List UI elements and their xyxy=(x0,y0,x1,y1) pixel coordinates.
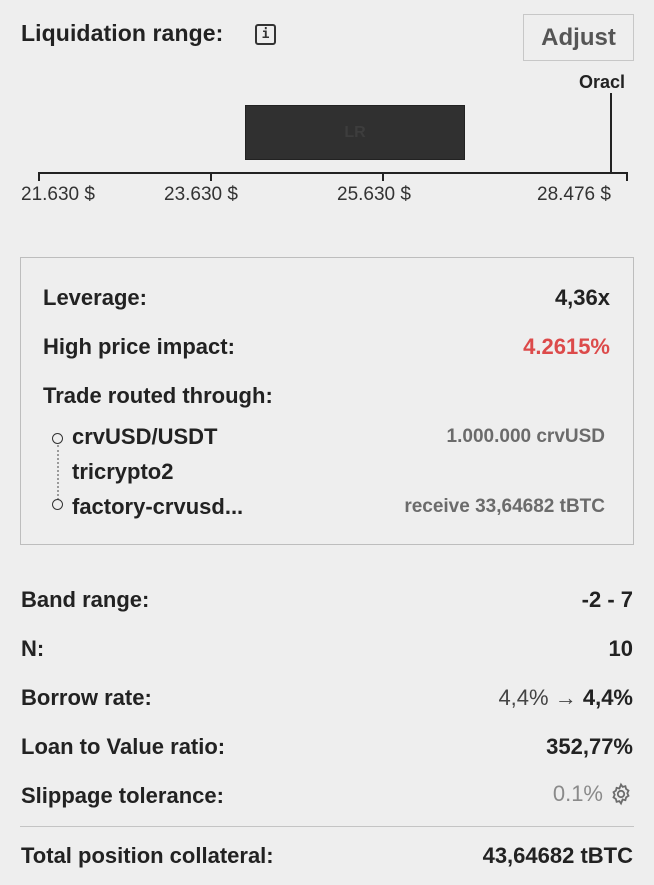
info-icon[interactable]: i xyxy=(255,24,276,45)
route-connector xyxy=(57,445,59,500)
summary-divider xyxy=(20,826,634,827)
trade-details-box xyxy=(20,257,634,545)
n-value: 10 xyxy=(608,636,633,661)
route-step-detail: 1.000.000 crvUSD xyxy=(446,426,605,447)
price-impact-label: High price impact: xyxy=(43,334,235,359)
route-step-name: tricrypto2 xyxy=(72,459,174,484)
range-axis xyxy=(38,172,628,174)
trade-route-label: Trade routed through: xyxy=(43,383,273,408)
total-collateral-label: Total position collateral: xyxy=(21,843,274,868)
axis-tick-label: 28.476 $ xyxy=(537,184,611,205)
route-end-circle-icon xyxy=(52,499,63,510)
route-step-detail: receive 33,64682 tBTC xyxy=(404,496,605,517)
ltv-value: 352,77% xyxy=(546,734,633,759)
leverage-value: 4,36x xyxy=(554,285,610,310)
leverage-label: Leverage: xyxy=(43,285,147,310)
n-label: N: xyxy=(21,636,45,661)
axis-tick xyxy=(382,172,384,181)
axis-tick-label: 23.630 $ xyxy=(164,184,238,205)
total-collateral-value: 43,64682 tBTC xyxy=(482,843,633,868)
slippage-setting[interactable]: 0.1% xyxy=(553,781,633,807)
route-start-circle-icon xyxy=(52,433,63,444)
price-impact-value: 4.2615% xyxy=(523,334,610,359)
liquidation-range-band xyxy=(245,105,465,160)
oracle-price-line xyxy=(610,93,612,173)
ltv-label: Loan to Value ratio: xyxy=(21,734,226,759)
route-step-name: crvUSD/USDT xyxy=(72,424,218,449)
axis-tick xyxy=(626,172,628,181)
axis-tick xyxy=(210,172,212,181)
borrow-rate-current: 4,4% xyxy=(498,685,549,710)
borrow-rate-future: 4,4% xyxy=(582,685,633,710)
axis-tick-label: 25.630 $ xyxy=(337,184,411,205)
band-range-value: -2 - 7 xyxy=(581,587,633,612)
axis-tick-label: 21.630 $ xyxy=(21,184,95,205)
liquidation-range-band-label: LR xyxy=(344,124,366,141)
slippage-label: Slippage tolerance: xyxy=(21,783,224,808)
gear-icon[interactable] xyxy=(609,782,633,806)
band-range-label: Band range: xyxy=(21,587,150,612)
liquidation-range-title: Liquidation range: xyxy=(21,20,224,46)
arrow-right-icon: → xyxy=(554,685,577,710)
axis-tick xyxy=(38,172,40,181)
slippage-value: 0.1% xyxy=(552,781,603,806)
route-step-name: factory-crvusd... xyxy=(72,494,244,519)
oracle-label: Oracl xyxy=(579,72,626,92)
adjust-button[interactable]: Adjust xyxy=(523,14,634,61)
borrow-rate-value: 4,4% → 4,4% xyxy=(498,685,633,711)
borrow-rate-label: Borrow rate: xyxy=(21,685,152,710)
